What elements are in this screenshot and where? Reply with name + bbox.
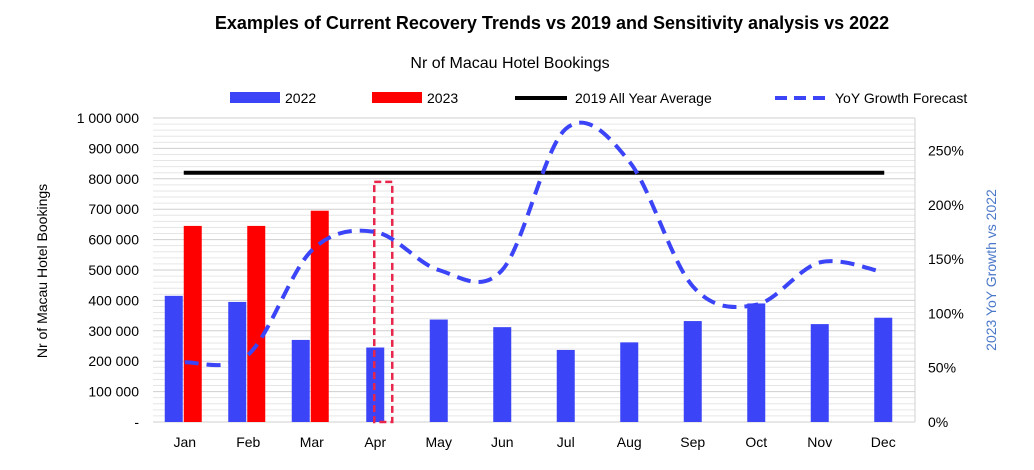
- legend-label: 2023: [427, 90, 458, 106]
- x-tick-label: Feb: [236, 434, 260, 450]
- bar-2022: [620, 342, 639, 422]
- legend-swatch: [230, 92, 280, 103]
- bar-2022: [556, 349, 575, 422]
- y2-axis-title: 2023 YoY Growth vs 2022: [983, 189, 999, 351]
- bars: [164, 180, 893, 424]
- legend-swatch: [372, 92, 422, 103]
- y-tick-label: 600 000: [88, 232, 139, 248]
- bar-2023: [310, 210, 329, 422]
- chart-subtitle: Nr of Macau Hotel Bookings: [410, 55, 609, 72]
- y2-tick-label: 250%: [928, 143, 964, 159]
- x-tick-label: Nov: [807, 434, 832, 450]
- apr-forecast-box: [373, 180, 394, 424]
- x-tick-label: Jun: [491, 434, 514, 450]
- x-tick-label: Dec: [871, 434, 896, 450]
- y-tick-label: -: [134, 414, 139, 430]
- y-tick-label: 1 000 000: [77, 110, 139, 126]
- bar-2022: [493, 327, 512, 422]
- bar-2022: [810, 324, 829, 422]
- y2-tick-label: 200%: [928, 197, 964, 213]
- y2-tick-label: 150%: [928, 251, 964, 267]
- y2-tick-label: 50%: [928, 360, 956, 376]
- y-axis-title: Nr of Macau Hotel Bookings: [34, 184, 50, 358]
- y-tick-label: 800 000: [88, 171, 139, 187]
- bar-2023: [247, 225, 266, 422]
- yoy-growth-line: [184, 120, 884, 368]
- axes: - 100 000 200 000 300 000 400 000 500 000 600 …: [77, 110, 964, 450]
- legend-label: 2022: [285, 90, 316, 106]
- y-tick-label: 700 000: [88, 201, 139, 217]
- legend-label: YoY Growth Forecast: [835, 90, 967, 106]
- y-tick-label: 300 000: [88, 323, 139, 339]
- y-tick-label: 100 000: [88, 384, 139, 400]
- x-tick-label: Oct: [745, 434, 767, 450]
- x-tick-label: Jan: [173, 434, 196, 450]
- x-tick-label: Aug: [617, 434, 642, 450]
- gridlines: [153, 117, 916, 423]
- bar-2022: [164, 295, 183, 422]
- bar-2022: [874, 317, 893, 422]
- y-tick-label: 400 000: [88, 292, 139, 308]
- legend-label: 2019 All Year Average: [575, 90, 712, 106]
- y2-tick-label: 100%: [928, 305, 964, 321]
- chart-title: Examples of Current Recovery Trends vs 2…: [215, 13, 889, 33]
- x-tick-label: Jul: [557, 434, 575, 450]
- x-tick-label: May: [426, 434, 452, 450]
- bar-2022: [683, 321, 702, 422]
- y-tick-label: 500 000: [88, 262, 139, 278]
- x-tick-label: Mar: [300, 434, 324, 450]
- lines: [183, 120, 885, 368]
- x-tick-label: Sep: [680, 434, 705, 450]
- y-tick-label: 900 000: [88, 140, 139, 156]
- bar-2022: [429, 319, 448, 422]
- x-tick-label: Apr: [364, 434, 386, 450]
- bar-2022: [291, 339, 310, 422]
- bar-2023: [183, 225, 202, 422]
- y-tick-label: 200 000: [88, 353, 139, 369]
- bar-2022: [747, 303, 766, 422]
- y2-tick-label: 0%: [928, 414, 948, 430]
- legend: 2022 2023 2019 All Year Average YoY Growth …: [230, 90, 967, 106]
